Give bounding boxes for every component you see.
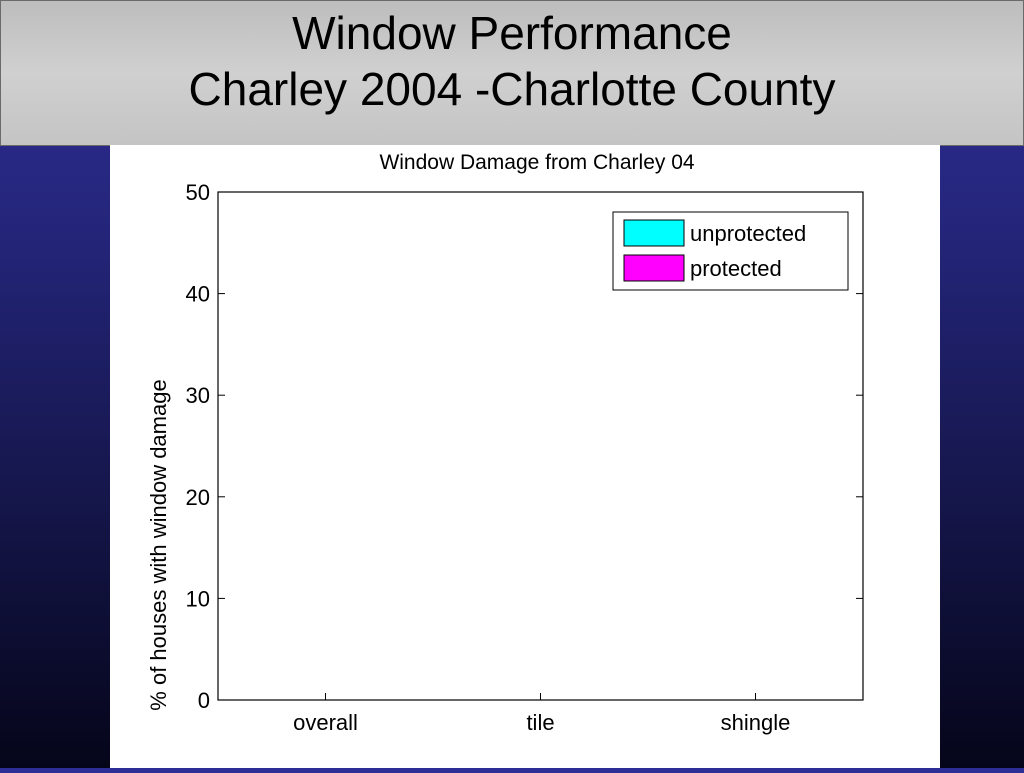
slide-title-line-2: Charley 2004 -Charlotte County — [188, 63, 836, 115]
x-tick-label: shingle — [721, 710, 791, 735]
chart-title: Window Damage from Charley 04 — [379, 151, 694, 174]
y-tick-label: 50 — [186, 180, 210, 205]
y-axis-label: % of houses with window damage — [146, 379, 171, 710]
legend-swatch-protected — [623, 254, 685, 282]
legend-swatch-unprotected — [623, 219, 685, 247]
slide-title-line-1: Window Performance — [292, 7, 732, 59]
chart-panel: Window Damage from Charley 04 % of house… — [110, 145, 940, 768]
legend-label-unprotected: unprotected — [690, 221, 806, 246]
slide-title-bar: Window Performance Charley 2004 -Charlot… — [0, 0, 1024, 146]
x-tick-label: tile — [526, 710, 554, 735]
y-tick-label: 20 — [186, 485, 210, 510]
y-tick-label: 30 — [186, 383, 210, 408]
y-tick-label: 40 — [186, 282, 210, 307]
x-tick-label: overall — [293, 710, 358, 735]
y-tick-label: 0 — [198, 688, 210, 713]
legend-label-protected: protected — [690, 256, 782, 281]
y-tick-label: 10 — [186, 586, 210, 611]
bar-chart: Window Damage from Charley 04 % of house… — [146, 151, 864, 735]
